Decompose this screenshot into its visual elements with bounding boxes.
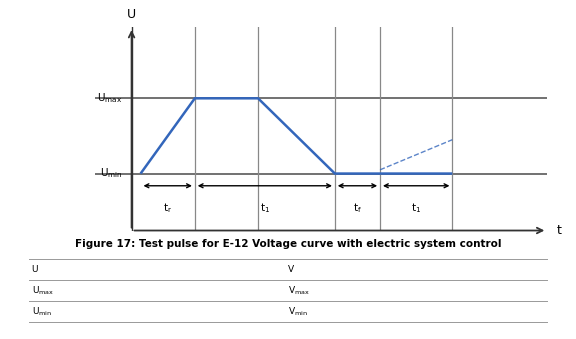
Text: U$_{\mathregular{max}}$: U$_{\mathregular{max}}$ xyxy=(97,92,123,105)
Text: U$_{\mathregular{min}}$: U$_{\mathregular{min}}$ xyxy=(100,167,123,180)
Text: t: t xyxy=(556,224,561,237)
Text: U: U xyxy=(127,8,136,21)
Text: V$_{\mathregular{min}}$: V$_{\mathregular{min}}$ xyxy=(288,306,308,318)
Text: U$_{\mathregular{min}}$: U$_{\mathregular{min}}$ xyxy=(32,306,52,318)
Text: t$_{\mathregular{1}}$: t$_{\mathregular{1}}$ xyxy=(411,201,421,215)
Text: t$_{\mathregular{1}}$: t$_{\mathregular{1}}$ xyxy=(260,201,270,215)
Text: Figure 17: Test pulse for E-12 Voltage curve with electric system control: Figure 17: Test pulse for E-12 Voltage c… xyxy=(75,239,501,249)
Text: U: U xyxy=(32,265,38,274)
Text: V$_{\mathregular{max}}$: V$_{\mathregular{max}}$ xyxy=(288,285,310,297)
Text: U$_{\mathregular{max}}$: U$_{\mathregular{max}}$ xyxy=(32,285,54,297)
Text: t$_{\mathregular{r}}$: t$_{\mathregular{r}}$ xyxy=(163,201,172,215)
Text: t$_{\mathregular{f}}$: t$_{\mathregular{f}}$ xyxy=(353,201,362,215)
Text: V: V xyxy=(288,265,294,274)
